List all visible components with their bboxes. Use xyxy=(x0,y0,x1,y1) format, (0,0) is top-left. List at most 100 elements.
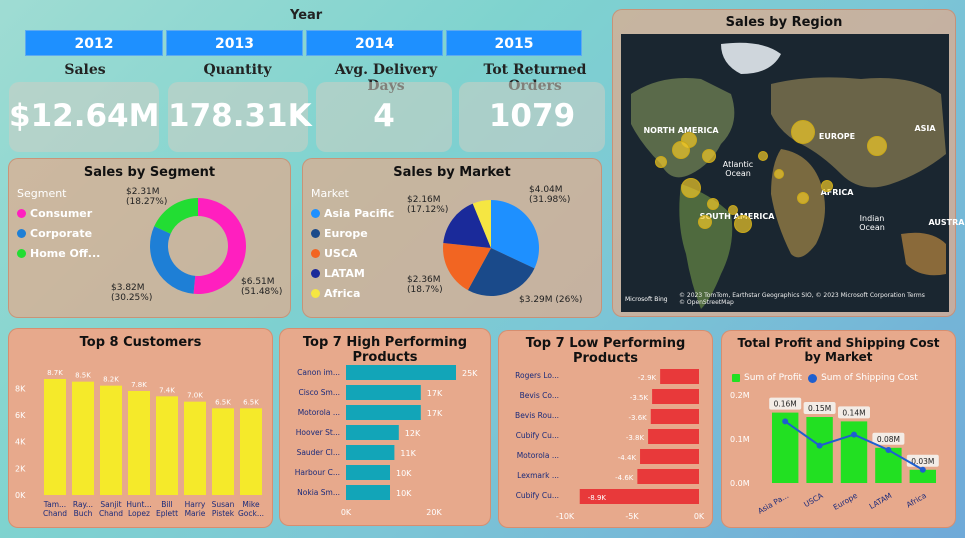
year-button-2014[interactable]: 2014 xyxy=(306,30,443,56)
sales-bubble[interactable] xyxy=(702,149,716,163)
bar-value-label: 17K xyxy=(427,409,443,418)
profit-bar xyxy=(806,417,833,483)
shipping-point xyxy=(851,431,857,438)
segment-card: Sales by Segment Segment Consumer Corpor… xyxy=(8,158,291,318)
y-tick-label: Cubify Cu... xyxy=(516,431,559,440)
pie-slice-3 xyxy=(443,203,491,248)
low-products-bar-chart[interactable]: Rogers Lo... -2.9K Bevis Co... -3.5K Bevis R… xyxy=(499,351,714,527)
legend-item-corporate[interactable]: Corporate xyxy=(17,223,100,243)
x-tick-label: Mike xyxy=(242,500,260,509)
sales-bubble[interactable] xyxy=(672,141,690,159)
map-label: Atlantic Ocean xyxy=(722,160,754,178)
y-tick-label: 0.2M xyxy=(730,391,750,400)
region-map-card: Sales by Region NORTH AMERICA EUROPE ASIA A… xyxy=(612,9,965,317)
y-tick-label: Sauder Cl... xyxy=(297,448,340,457)
x-tick-label: Bill xyxy=(161,500,172,509)
x-tick-label: -10K xyxy=(556,512,575,521)
shipping-legend-label[interactable]: Sum of Shipping Cost xyxy=(821,373,918,383)
bar-value-label: 7.0K xyxy=(187,392,203,400)
market-label-usca: $2.36M (18.7%) xyxy=(407,275,443,295)
segment-donut-chart[interactable] xyxy=(129,189,259,299)
bar-value-badge xyxy=(769,397,802,410)
legend-item-consumer[interactable]: Consumer xyxy=(17,203,100,223)
sales-bubble[interactable] xyxy=(728,205,738,215)
year-button-2015[interactable]: 2015 xyxy=(446,30,582,56)
legend-item-europe[interactable]: Europe xyxy=(311,223,394,243)
bar-value-label: 10K xyxy=(396,489,412,498)
y-tick-label: Bevis Rou... xyxy=(515,411,559,420)
profit-legend-label[interactable]: Sum of Profit xyxy=(744,373,803,383)
y-tick-label: Motorola ... xyxy=(298,408,340,417)
legend-item-usca[interactable]: USCA xyxy=(311,243,394,263)
asia-pacific-dot-icon xyxy=(311,208,320,218)
market-legend-title: Market xyxy=(311,186,349,200)
bar-value-label: 10K xyxy=(396,469,412,478)
customer-bar xyxy=(44,379,66,495)
map-attribution: © 2023 TomTom, Earthstar Geographics SIO… xyxy=(679,292,925,306)
bar-value-label: 7.4K xyxy=(159,386,175,394)
sales-bubble[interactable] xyxy=(681,178,701,198)
bar-value-badge xyxy=(838,406,870,419)
low-products-title: Top 7 Low Performing Products xyxy=(525,336,686,366)
x-tick-label: Asia Pa... xyxy=(756,491,790,516)
customer-bar xyxy=(156,396,178,495)
y-tick-label: Hoover St... xyxy=(296,428,340,437)
segment-label-corporate: $3.82M (30.25%) xyxy=(111,283,153,303)
kpi-delivery-value: 4 xyxy=(373,98,395,134)
sales-bubble[interactable] xyxy=(797,192,809,204)
map-label: EUROPE xyxy=(818,132,856,141)
sales-bubble[interactable] xyxy=(655,156,667,168)
x-tick-label: 20K xyxy=(426,508,442,517)
profit-shipping-legend: Sum of Profit Sum of Shipping Cost xyxy=(732,373,918,383)
y-tick-label: Cisco Sm... xyxy=(298,388,340,397)
sales-bubble[interactable] xyxy=(867,136,887,156)
donut-slice-0 xyxy=(193,198,247,294)
x-tick-label: Lopez xyxy=(128,509,150,518)
legend-label: Corporate xyxy=(30,226,93,240)
sales-bubble[interactable] xyxy=(758,151,768,161)
legend-item-home-office[interactable]: Home Off... xyxy=(17,243,100,263)
customer-bar xyxy=(184,401,206,495)
y-tick-label: Lexmark ... xyxy=(517,471,559,480)
segment-title: Sales by Segment xyxy=(83,165,216,180)
year-button-2013[interactable]: 2013 xyxy=(166,30,303,56)
sales-bubble[interactable] xyxy=(821,180,833,192)
x-tick-label: Eplett xyxy=(156,509,178,518)
market-label-latam: $2.16M (17.12%) xyxy=(407,195,449,215)
high-products-bar-chart[interactable]: Canon im... 25K Cisco Sm... 17K Motorola ...… xyxy=(280,349,492,525)
kpi-sales-value: $12.64M xyxy=(9,98,160,134)
y-tick-label: Harbour C... xyxy=(295,468,340,477)
sales-bubble[interactable] xyxy=(707,198,719,210)
sales-bubble[interactable] xyxy=(791,120,815,144)
sales-bubble[interactable] xyxy=(774,169,784,179)
legend-item-latam[interactable]: LATAM xyxy=(311,263,394,283)
bar-value-label: 0.08M xyxy=(877,435,900,444)
sales-bubble[interactable] xyxy=(698,215,712,229)
world-map[interactable] xyxy=(621,34,949,312)
profit-shipping-card: Total Profit and Shipping Cost by Market… xyxy=(721,330,956,528)
bar-value-badge xyxy=(872,432,905,445)
legend-item-africa[interactable]: Africa xyxy=(311,283,394,303)
low-products-card: Top 7 Low Performing Products Rogers Lo.… xyxy=(498,330,713,528)
bar-value-label: 0.15M xyxy=(808,404,831,413)
kpi-returns-card: 1079 xyxy=(459,82,605,152)
bar-value-label: -3.6K xyxy=(629,414,648,422)
year-button-2012[interactable]: 2012 xyxy=(25,30,163,56)
x-tick-label: Pistek xyxy=(212,509,235,518)
x-tick-label: Susan xyxy=(212,500,235,509)
product-bar xyxy=(346,425,399,440)
profit-shipping-combo-chart[interactable]: 0.0M 0.1M 0.2M 0.16M Asia Pa... 0.15M USCA 0.14… xyxy=(722,383,957,527)
customers-bar-chart[interactable]: 0K2K4K6K8K8.7KTam...Chand8.5KRay...Buch8… xyxy=(9,349,274,527)
y-tick-label: 4K xyxy=(15,438,26,447)
map-label: NORTH AMERICA xyxy=(643,126,719,135)
sales-bubble[interactable] xyxy=(734,215,752,233)
legend-item-asia-pacific[interactable]: Asia Pacific xyxy=(311,203,394,223)
market-pie-chart[interactable] xyxy=(433,195,543,301)
x-tick-label: 0K xyxy=(694,512,705,521)
x-tick-label: Chand xyxy=(43,509,67,518)
pie-slice-1 xyxy=(467,248,535,296)
segment-legend: Segment Consumer Corporate Home Off... xyxy=(17,183,100,263)
donut-slice-2 xyxy=(154,198,198,234)
osm-link[interactable]: © OpenStreetMap xyxy=(679,299,734,306)
product-bar xyxy=(346,485,390,500)
